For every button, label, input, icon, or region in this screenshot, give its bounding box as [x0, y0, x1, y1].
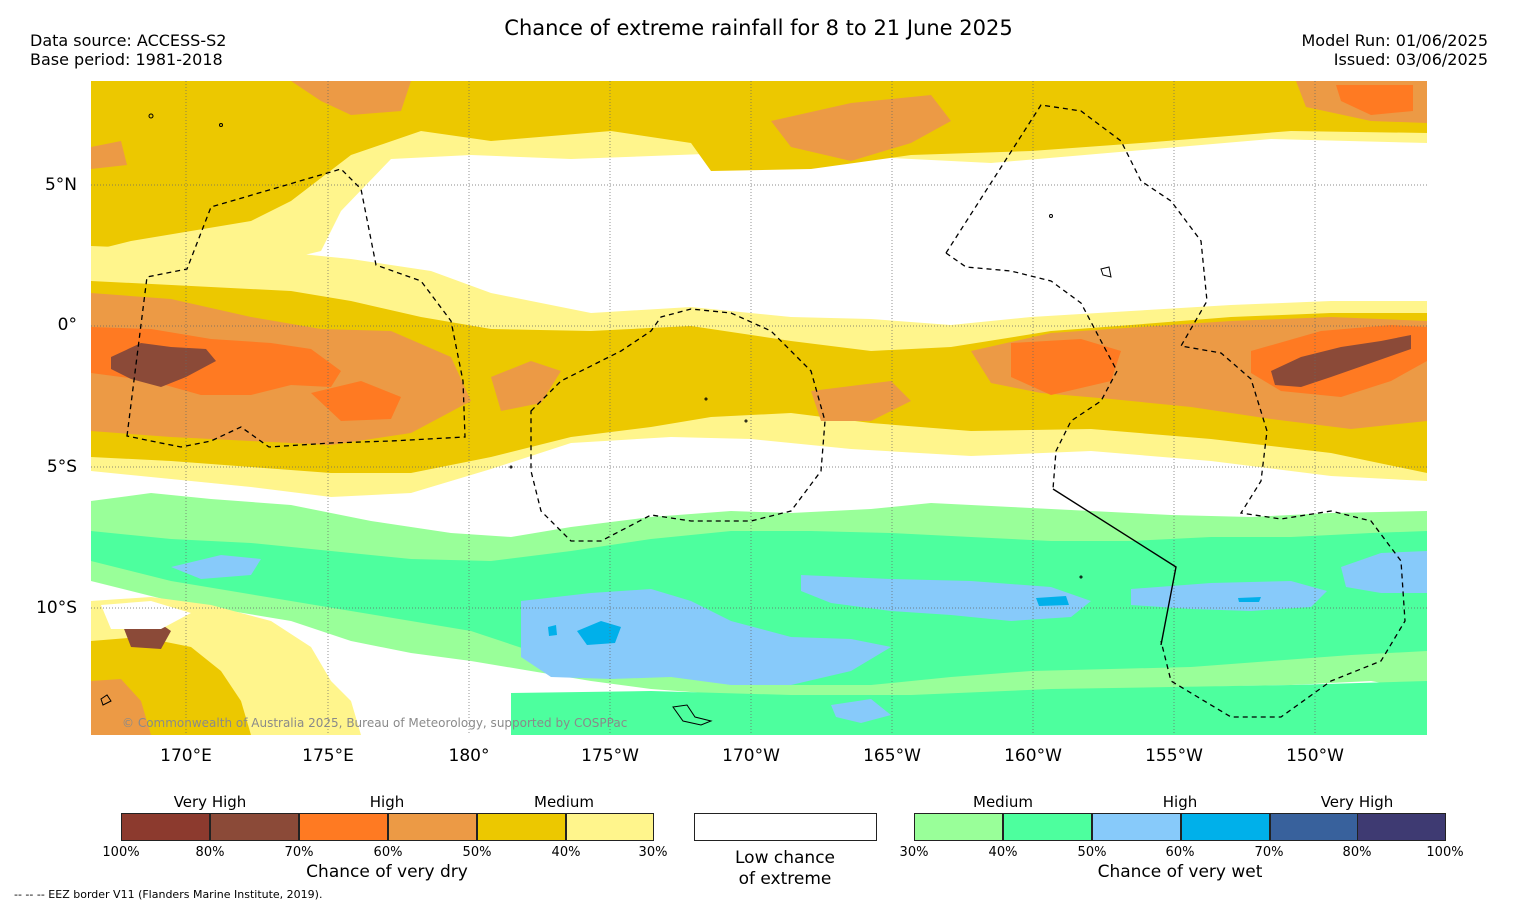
- dry-pct-label: 60%: [373, 845, 403, 860]
- dry-north-50b: [771, 95, 951, 161]
- low-chance-caption-line1: Low chance: [735, 848, 835, 868]
- eez-borders: [126, 104, 1406, 718]
- wet-50e: [171, 555, 261, 579]
- wet-50d: [1341, 551, 1427, 593]
- lat-label-0: 0°: [57, 315, 77, 335]
- wet-50b: [801, 575, 1091, 621]
- wet-40b: [511, 681, 1427, 735]
- dry-swatch-70-60: [299, 813, 388, 841]
- dry-north-40: [91, 81, 1427, 251]
- lon-label-175w: 175°W: [581, 746, 639, 766]
- solid-border: [1052, 488, 1177, 646]
- dry-eq-80b: [1271, 335, 1411, 387]
- lon-label-170w: 170°W: [722, 746, 780, 766]
- wet-pct-label: 30%: [899, 845, 929, 860]
- dry-north-50: [291, 81, 411, 115]
- dry-level-very-high: Very High: [173, 793, 247, 811]
- dry-eq-50c: [491, 361, 561, 411]
- low-chance-swatch: [694, 813, 877, 841]
- dry-swatch-100-80: [121, 813, 210, 841]
- map-title: Chance of extreme rainfall for 8 to 21 J…: [504, 16, 1013, 40]
- island-outlines: [100, 113, 1112, 726]
- lat-label-10s: 10°S: [36, 598, 77, 618]
- dry-pct-label: 80%: [195, 845, 225, 860]
- wet-60d: [548, 625, 557, 636]
- lon-label-155w: 155°W: [1145, 746, 1203, 766]
- wet-swatch-70-80: [1270, 813, 1358, 841]
- low-chance-caption-line2: of extreme: [738, 869, 832, 889]
- gridlines: [91, 81, 1427, 735]
- dry-pct-label: 40%: [551, 845, 581, 860]
- dry-swatch-60-50: [388, 813, 477, 841]
- wet-level-high: High: [1162, 793, 1198, 811]
- base-period-text: Base period: 1981-2018: [30, 50, 223, 69]
- dry-eq-60b: [311, 381, 401, 421]
- lon-label-165w: 165°W: [863, 746, 921, 766]
- wet-pct-label: 70%: [1254, 845, 1284, 860]
- wet-pct-label: 50%: [1077, 845, 1107, 860]
- copyright-text: © Commonwealth of Australia 2025, Bureau…: [122, 716, 627, 730]
- dry-level-high: High: [369, 793, 405, 811]
- dry-pct-label: 70%: [284, 845, 314, 860]
- dry-swatch-40-30: [566, 813, 654, 841]
- lon-label-170e: 170°E: [160, 746, 212, 766]
- rainfall-map: © Commonwealth of Australia 2025, Bureau…: [91, 81, 1427, 735]
- issued-text: Issued: 03/06/2025: [1333, 50, 1488, 69]
- lon-label-160w: 160°W: [1004, 746, 1062, 766]
- dry-caption: Chance of very dry: [306, 862, 468, 882]
- wet-60b: [1036, 596, 1069, 606]
- wet-pct-label: 40%: [988, 845, 1018, 860]
- dry-pct-label: 50%: [462, 845, 492, 860]
- wet-40: [91, 531, 1427, 685]
- wet-swatch-60-70: [1181, 813, 1270, 841]
- wet-level-very-high: Very High: [1320, 793, 1394, 811]
- dry-pct-label: 30%: [638, 845, 668, 860]
- dry-sw-50: [91, 679, 151, 735]
- wet-pct-label: 80%: [1342, 845, 1372, 860]
- wet-swatch-30-40: [914, 813, 1003, 841]
- wet-caption: Chance of very wet: [1097, 862, 1263, 882]
- dry-north-50d: [91, 141, 127, 169]
- dry-level-medium: Medium: [534, 793, 594, 811]
- dry-swatch-80-70: [210, 813, 299, 841]
- lon-label-175e: 175°E: [302, 746, 354, 766]
- lat-label-5n: 5°N: [44, 175, 77, 195]
- wet-60c: [1238, 597, 1261, 602]
- wet-50f: [831, 699, 891, 723]
- dry-sw-wpatch: [101, 601, 191, 629]
- wet-50: [521, 589, 891, 685]
- wet-50c: [1131, 581, 1327, 611]
- wet-pct-label: 100%: [1426, 845, 1464, 860]
- lat-label-5s: 5°S: [46, 457, 77, 477]
- wet-level-medium: Medium: [973, 793, 1033, 811]
- lon-label-180: 180°: [448, 746, 490, 766]
- data-source-text: Data source: ACCESS-S2: [30, 31, 227, 50]
- wet-swatch-40-50: [1003, 813, 1092, 841]
- dry-swatch-50-40: [477, 813, 566, 841]
- lon-label-150w: 150°W: [1286, 746, 1344, 766]
- wet-swatch-80-100: [1357, 813, 1446, 841]
- eez-note: -- -- -- EEZ border V11 (Flanders Marine…: [14, 888, 323, 901]
- model-run-text: Model Run: 01/06/2025: [1301, 31, 1489, 50]
- wet-pct-label: 60%: [1165, 845, 1195, 860]
- dry-eq-60c: [1011, 339, 1121, 395]
- wet-swatch-50-60: [1092, 813, 1181, 841]
- dry-pct-label: 100%: [102, 845, 140, 860]
- dry-eq-50d: [811, 381, 911, 421]
- dry-north-60: [1336, 85, 1413, 115]
